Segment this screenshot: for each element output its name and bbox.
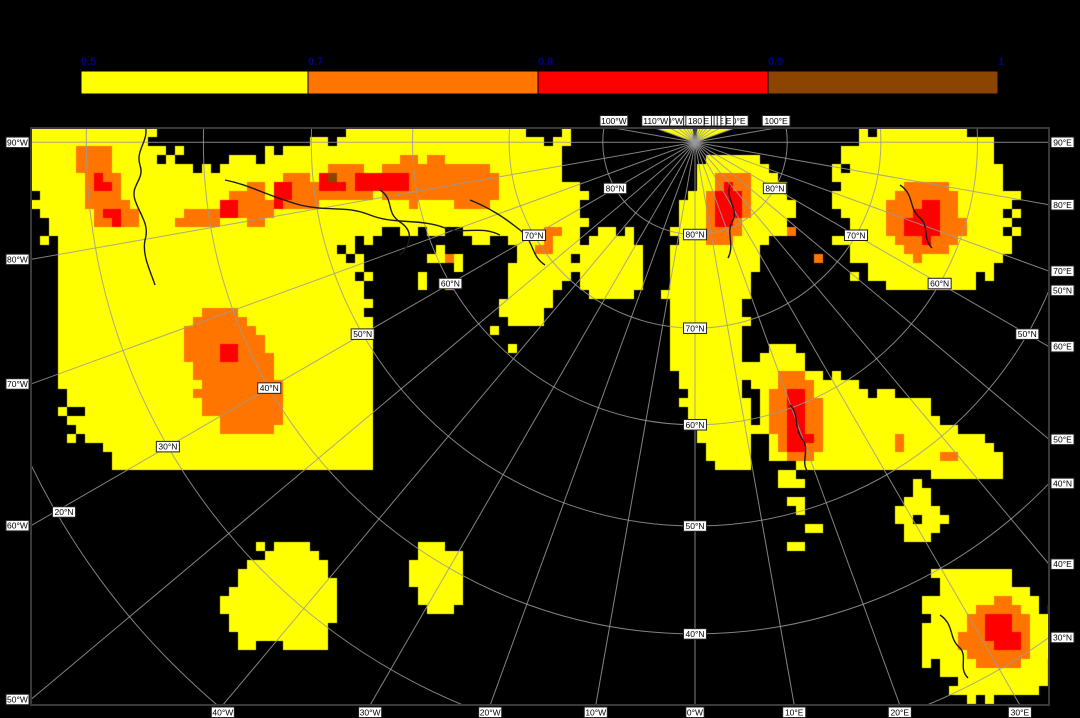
svg-text:60°W: 60°W (7, 521, 28, 531)
svg-text:70°N: 70°N (686, 323, 705, 333)
svg-text:10°E: 10°E (785, 707, 804, 717)
svg-text:80°W: 80°W (7, 254, 28, 264)
svg-text:60°N: 60°N (441, 279, 460, 289)
svg-text:0°W: 0°W (687, 707, 703, 717)
svg-text:110°W: 110°W (643, 116, 668, 126)
svg-text:70°W: 70°W (7, 379, 28, 389)
svg-text:80°N: 80°N (686, 230, 705, 240)
svg-text:30°N: 30°N (158, 442, 177, 452)
svg-text:0.9: 0.9 (768, 56, 783, 68)
svg-text:50°N: 50°N (1053, 285, 1072, 295)
svg-text:1: 1 (998, 56, 1004, 68)
svg-text:30°W: 30°W (360, 707, 381, 717)
svg-text:0.5: 0.5 (81, 56, 96, 68)
svg-text:40°N: 40°N (1053, 478, 1072, 488)
svg-text:0.7: 0.7 (308, 56, 323, 68)
svg-text:40°W: 40°W (212, 707, 233, 717)
svg-text:80°N: 80°N (606, 183, 625, 193)
svg-text:50°N: 50°N (1018, 329, 1037, 339)
svg-text:70°N: 70°N (525, 230, 544, 240)
svg-text:70°E: 70°E (1053, 266, 1072, 276)
svg-text:40°N: 40°N (260, 383, 279, 393)
svg-text:10°W: 10°W (585, 707, 606, 717)
svg-text:80°N: 80°N (765, 183, 784, 193)
svg-text:70°N: 70°N (846, 230, 865, 240)
svg-text:60°N: 60°N (930, 279, 949, 289)
svg-text:20°E: 20°E (891, 707, 910, 717)
svg-text:20°N: 20°N (55, 507, 74, 517)
svg-text:60°N: 60°N (686, 420, 705, 430)
svg-text:180: 180 (688, 116, 702, 126)
svg-text:30°N: 30°N (1053, 633, 1072, 643)
svg-text:80°E: 80°E (1053, 200, 1072, 210)
svg-text:100°W: 100°W (601, 116, 627, 126)
svg-text:50°E: 50°E (1053, 434, 1072, 444)
svg-text:50°W: 50°W (7, 695, 28, 705)
svg-text:30°E: 30°E (1011, 707, 1030, 717)
svg-text:50°N: 50°N (686, 521, 705, 531)
svg-text:50°N: 50°N (353, 329, 372, 339)
svg-text:0.8: 0.8 (538, 56, 553, 68)
svg-text:90°E: 90°E (1053, 137, 1072, 147)
svg-text:20°W: 20°W (480, 707, 501, 717)
svg-text:90°W: 90°W (7, 137, 28, 147)
svg-text:60°E: 60°E (1053, 342, 1072, 352)
svg-text:100°E: 100°E (764, 116, 788, 126)
svg-text:40°E: 40°E (1053, 559, 1072, 569)
svg-text:40°N: 40°N (686, 629, 705, 639)
